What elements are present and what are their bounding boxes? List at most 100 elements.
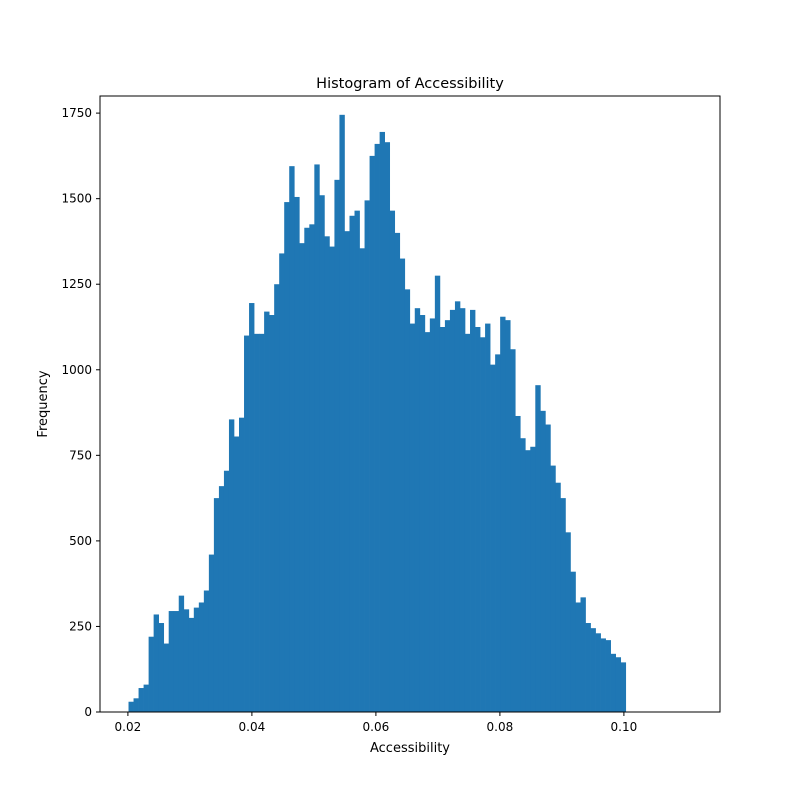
histogram-bar-89 <box>575 602 581 712</box>
histogram-bar-85 <box>555 482 561 712</box>
x-tick-label: 0.08 <box>487 720 514 734</box>
histogram-bar-5 <box>153 614 159 712</box>
histogram-bar-97 <box>615 657 622 712</box>
histogram-bar-13 <box>193 607 200 712</box>
histogram-bar-55 <box>404 289 411 712</box>
histogram-bar-24 <box>249 303 255 712</box>
histogram-bar-46 <box>359 248 365 713</box>
histogram-bar-87 <box>565 532 571 712</box>
histogram-bar-93 <box>595 633 601 712</box>
histogram-bar-56 <box>409 323 416 712</box>
histogram-bar-20 <box>228 419 235 712</box>
histogram-bar-21 <box>233 436 240 712</box>
histogram-bar-62 <box>439 327 446 712</box>
histogram-bar-48 <box>369 155 375 712</box>
histogram-bar-34 <box>299 243 305 712</box>
x-axis-label: Accessibility <box>370 741 450 756</box>
histogram-bar-61 <box>434 275 441 712</box>
histogram-bar-47 <box>364 200 370 712</box>
histogram-bar-32 <box>289 166 295 712</box>
histogram-bar-74 <box>500 316 506 712</box>
histogram-bar-63 <box>444 320 451 712</box>
histogram-bar-91 <box>585 623 591 712</box>
histogram-bar-58 <box>419 315 426 712</box>
histogram-bar-84 <box>550 465 556 712</box>
y-axis-label: Frequency <box>36 370 51 437</box>
histogram-bar-7 <box>163 643 170 712</box>
y-tick-label: 750 <box>69 448 92 462</box>
histogram-bar-64 <box>449 309 456 712</box>
histogram-bar-72 <box>490 364 496 712</box>
histogram-bar-10 <box>178 595 185 712</box>
histogram-bar-83 <box>545 424 551 712</box>
histogram-bar-23 <box>244 335 250 712</box>
histogram-bar-66 <box>459 308 466 712</box>
y-tick-label: 1250 <box>61 277 92 291</box>
y-tick-label: 1000 <box>61 363 92 377</box>
y-tick-label: 1500 <box>61 192 92 206</box>
histogram-bar-19 <box>223 470 230 712</box>
histogram-bar-82 <box>540 410 546 712</box>
histogram-bar-53 <box>394 232 401 712</box>
histogram-bar-2 <box>138 688 144 712</box>
x-tick-label: 0.02 <box>115 720 142 734</box>
histogram-bar-54 <box>399 258 406 712</box>
histogram-bar-52 <box>389 210 396 712</box>
histogram-bar-45 <box>354 210 360 712</box>
histogram-bar-26 <box>259 333 265 712</box>
histogram-bar-75 <box>505 320 511 712</box>
histogram-bar-41 <box>334 179 340 713</box>
histogram-bar-4 <box>148 636 154 712</box>
histogram-bar-70 <box>480 337 486 712</box>
histogram-bar-96 <box>610 653 616 712</box>
histogram-bar-42 <box>339 114 345 712</box>
histogram-bar-60 <box>429 318 436 712</box>
histogram-bar-12 <box>188 617 195 712</box>
histogram-bar-15 <box>203 590 210 712</box>
histogram-bar-67 <box>464 333 471 712</box>
histogram-bar-33 <box>294 196 300 712</box>
histogram-bar-44 <box>349 215 355 712</box>
histogram-bar-77 <box>515 415 521 712</box>
histogram-bar-37 <box>314 164 320 712</box>
histogram-bar-14 <box>198 602 205 712</box>
histogram-bar-11 <box>183 609 190 712</box>
histogram-bar-50 <box>379 131 385 712</box>
histogram-bar-78 <box>520 438 526 712</box>
y-tick-label: 500 <box>69 534 92 548</box>
histogram-bar-79 <box>525 450 531 712</box>
x-tick-label: 0.04 <box>239 720 266 734</box>
histogram-bar-39 <box>324 236 330 712</box>
y-tick-label: 0 <box>84 705 92 719</box>
histogram-bar-71 <box>485 323 491 712</box>
histogram-bar-30 <box>279 253 285 713</box>
histogram-bar-57 <box>414 308 421 712</box>
histogram-bars <box>128 114 627 713</box>
histogram-bar-69 <box>475 327 481 712</box>
histogram-bar-16 <box>208 554 215 712</box>
y-tick-label: 250 <box>69 619 92 633</box>
histogram-bar-25 <box>254 333 260 712</box>
histogram-bar-1 <box>133 698 139 712</box>
histogram-bar-80 <box>530 446 536 712</box>
histogram-bar-9 <box>173 611 180 712</box>
histogram-bar-18 <box>218 486 225 712</box>
histogram-bar-28 <box>269 315 275 712</box>
histogram-bar-65 <box>454 301 461 712</box>
histogram-bar-81 <box>535 385 541 712</box>
histogram-bar-17 <box>213 498 220 712</box>
histogram-bar-27 <box>264 311 270 712</box>
histogram-bar-86 <box>560 498 566 712</box>
histogram-bar-22 <box>239 417 245 712</box>
x-axis-ticks: 0.02 0.04 0.06 0.08 0.10 <box>115 712 638 734</box>
histogram-bar-3 <box>143 684 149 712</box>
histogram-bar-76 <box>510 349 516 712</box>
histogram-bar-0 <box>128 701 134 712</box>
histogram-bar-35 <box>304 227 310 712</box>
histogram-bar-49 <box>374 143 380 712</box>
y-axis-ticks: 0 250 500 750 1000 1250 1500 1750 <box>61 106 100 719</box>
histogram-bar-31 <box>284 202 290 712</box>
x-tick-label: 0.06 <box>363 720 390 734</box>
x-tick-label: 0.10 <box>611 720 638 734</box>
